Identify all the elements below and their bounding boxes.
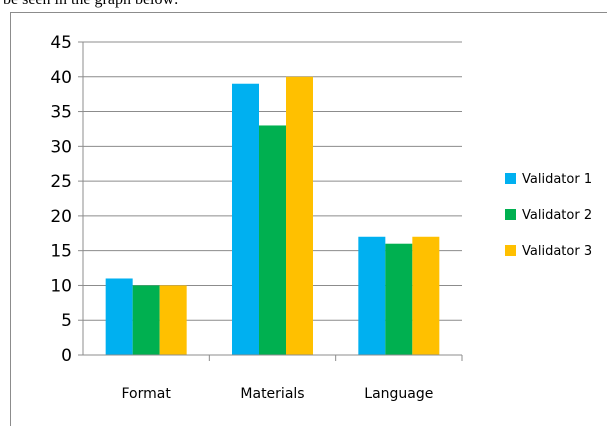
x-category-label: Materials [240, 386, 304, 402]
bar-format-validator-3 [159, 285, 187, 355]
legend-label: Validator 1 [522, 172, 592, 187]
bar-materials-validator-2 [259, 125, 286, 355]
legend-swatch [505, 245, 516, 256]
y-tick-label: 20 [50, 207, 72, 227]
bar-format-validator-1 [105, 278, 133, 355]
legend: Validator 1 Validator 2 Validator 3 [505, 172, 592, 259]
bar-format-validator-2 [132, 285, 160, 355]
legend-swatch [505, 173, 516, 184]
y-tick-label: 0 [61, 346, 72, 366]
legend-label: Validator 2 [522, 208, 592, 223]
bar-language-validator-3 [412, 236, 440, 355]
y-tick-label: 30 [50, 137, 72, 157]
y-tick-label: 10 [50, 276, 72, 296]
bars [105, 76, 440, 356]
x-category-label: Format [121, 386, 171, 402]
y-tick-label: 40 [50, 68, 72, 88]
axis-labels: 0 5 10 15 20 25 30 35 40 45 Format Materials Languag… [50, 33, 433, 402]
y-tick-label: 15 [50, 242, 72, 262]
bar-materials-validator-3 [286, 76, 313, 356]
bar-materials-validator-1 [232, 83, 259, 355]
y-tick-label: 25 [50, 172, 72, 192]
y-tick-label: 35 [50, 103, 72, 123]
y-tick-label: 45 [50, 33, 72, 53]
legend-swatch [505, 209, 516, 220]
axes [78, 41, 463, 361]
caption-text: be seen in the graph below: [3, 0, 179, 9]
y-tick-label: 5 [61, 311, 72, 331]
bar-language-validator-2 [385, 243, 413, 355]
x-category-label: Language [364, 386, 433, 402]
legend-label: Validator 3 [522, 244, 592, 259]
bar-language-validator-1 [358, 236, 386, 355]
